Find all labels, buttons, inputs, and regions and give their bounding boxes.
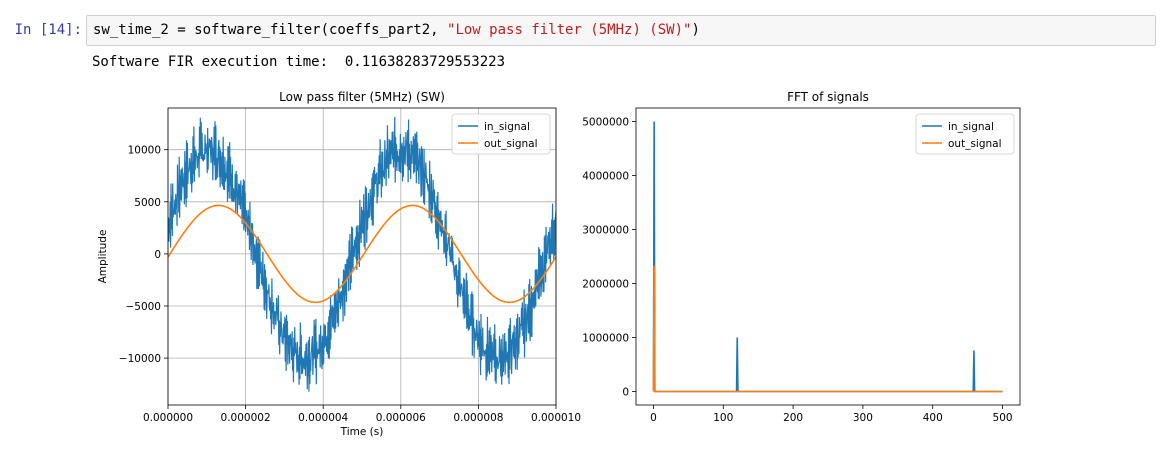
fft-title: FFT of signals <box>787 90 869 104</box>
fft-x-tick-label: 0 <box>650 412 657 424</box>
lp-series-out_signal <box>168 204 556 304</box>
fft-legend <box>915 113 1015 155</box>
chart-fft: FFT of signals 0 100 200 300 400 500 0 1000000 20… <box>582 90 1021 424</box>
fft-y-tick-label: 4000000 <box>582 171 629 183</box>
fft-y-tick-label: 1000000 <box>582 333 629 345</box>
lp-legend-label-in_signal: in_signal <box>484 121 530 133</box>
lp-x-tick-label: 0.000000 <box>143 412 193 424</box>
output-figure: Low pass filter (5MHz) (SW) 0.000000 0.000… <box>97 90 1021 438</box>
code-cell-input[interactable]: sw_time_2 = software_filter(coeffs_part2… <box>86 15 1156 46</box>
code-string-literal: "Low pass filter (5MHz) (SW)" <box>447 22 692 38</box>
lp-legend <box>451 113 551 155</box>
fft-series-in_signal <box>652 121 1003 393</box>
fft-y-tick-label: 5000000 <box>582 117 629 129</box>
code-text-suffix: ) <box>691 22 700 38</box>
fft-x-tick-label: 500 <box>993 412 1013 424</box>
fft-legend-label-out_signal: out_signal <box>948 138 1002 150</box>
lp-y-axis-label: Amplitude <box>97 230 109 284</box>
lp-x-axis-label: Time (s) <box>340 426 384 438</box>
code-text: sw_time_2 = software_filter(coeffs_part2… <box>93 22 448 38</box>
lp-plot-frame <box>167 107 557 406</box>
output-stdout: Software FIR execution time: 0.116382837… <box>92 54 506 70</box>
lp-y-tick-label: −5000 <box>125 301 161 313</box>
lp-x-tick-label: 0.000010 <box>531 412 581 424</box>
lp-y-tick-label: −10000 <box>119 353 161 365</box>
lp-x-tick-label: 0.000008 <box>453 412 503 424</box>
fft-x-tick-label: 200 <box>783 412 803 424</box>
lp-y-tick-label: 0 <box>154 249 161 261</box>
lp-series-in_signal <box>168 116 556 392</box>
lp-title: Low pass filter (5MHz) (SW) <box>279 90 445 104</box>
fft-y-tick-label: 0 <box>622 387 629 399</box>
chart-lowpass-filter: Low pass filter (5MHz) (SW) 0.000000 0.000… <box>97 90 581 438</box>
fft-y-tick-label: 2000000 <box>582 279 629 291</box>
fft-y-tick-label: 3000000 <box>582 225 629 237</box>
fft-series-out_signal <box>652 265 1003 393</box>
fft-legend-label-in_signal: in_signal <box>948 121 994 133</box>
lp-x-tick-label: 0.000002 <box>221 412 271 424</box>
lp-legend-label-out_signal: out_signal <box>484 138 538 150</box>
fft-x-tick-label: 100 <box>713 412 733 424</box>
fft-x-tick-label: 300 <box>853 412 873 424</box>
input-prompt: In [14]: <box>14 22 82 38</box>
lp-x-tick-label: 0.000006 <box>376 412 426 424</box>
lp-x-tick-label: 0.000004 <box>298 412 348 424</box>
lp-y-tick-label: 10000 <box>128 145 161 157</box>
fft-plot-frame <box>635 107 1021 406</box>
fft-x-tick-label: 400 <box>923 412 943 424</box>
lp-y-tick-label: 5000 <box>134 197 161 209</box>
